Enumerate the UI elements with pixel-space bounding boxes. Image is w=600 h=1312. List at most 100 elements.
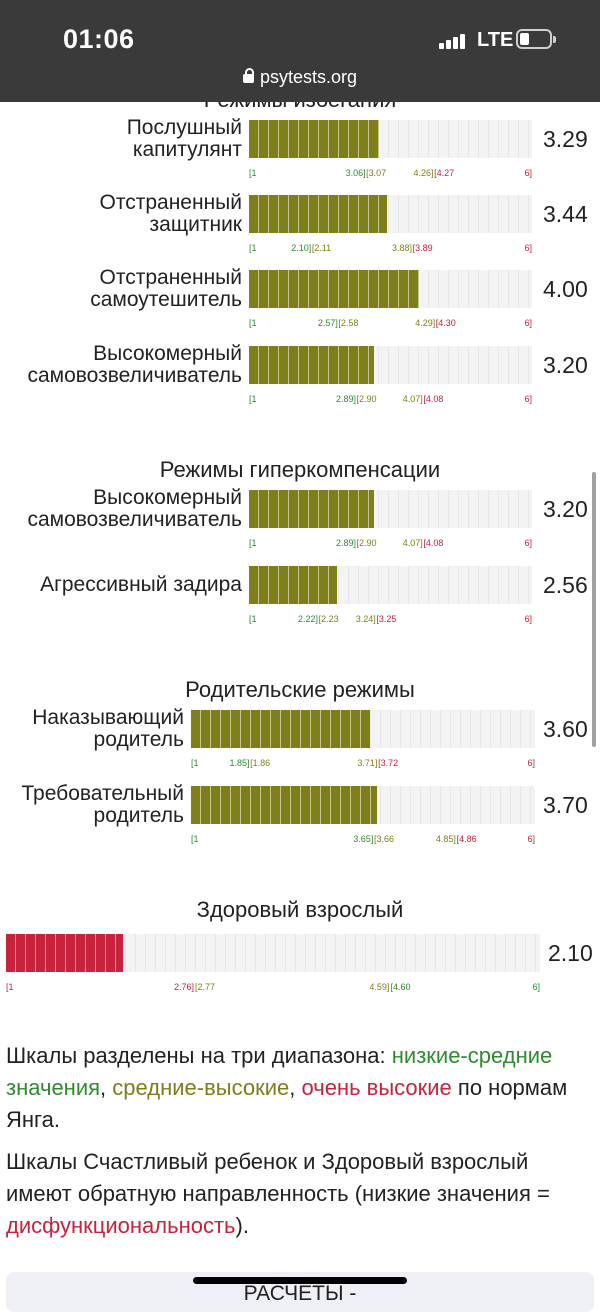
- tick-label: [3.07: [366, 168, 387, 178]
- scale-label: Высокомерный самовозвеличиватель: [0, 343, 242, 387]
- tick-label: 4.29]: [415, 318, 436, 328]
- section-title-overcompensation: Режимы гиперкомпенсации: [159, 457, 441, 482]
- scale-bar-fill: [249, 490, 374, 528]
- tick-label: 6]: [524, 168, 532, 178]
- scale-label-line: Послушный: [126, 116, 242, 139]
- scale-bar-fill: [249, 120, 379, 158]
- tick-label: [1: [249, 394, 257, 404]
- range-mid-text: средние-высокие: [112, 1075, 290, 1100]
- scale-label: Наказывающий родитель: [0, 707, 184, 751]
- scale-ticks: [1 2.22] [2.23 3.24] [3.25 6]: [249, 614, 532, 626]
- tick-label: 3.71]: [357, 758, 378, 768]
- scale-bar: [6, 934, 540, 972]
- scale-label: Агрессивный задира: [0, 574, 242, 596]
- scale-bar: [191, 786, 535, 824]
- tick-label: [2.77: [195, 982, 216, 992]
- tick-label: [1: [249, 538, 257, 548]
- scale-label-line: капитулянт: [132, 138, 242, 161]
- url-text: psytests.org: [259, 67, 358, 87]
- scale-label: Высокомерный самовозвеличиватель: [0, 487, 242, 531]
- scale-label: Отстраненный самоутешитель: [0, 267, 242, 311]
- tick-label: [1.86: [250, 758, 271, 768]
- tick-label: 2.57]: [317, 318, 338, 328]
- clock: 01:06: [63, 24, 135, 54]
- tick-label: [4.08: [423, 394, 444, 404]
- section-title-healthy-adult: Здоровый взрослый: [196, 897, 404, 922]
- scale-bar-fill: [249, 346, 374, 384]
- scale-label-line: родитель: [93, 804, 184, 827]
- scale-ticks: [1 2.10] [2.11 3.88] [3.89 6]: [249, 243, 532, 255]
- signal-icon: [439, 31, 469, 49]
- scale-bar: [249, 566, 532, 604]
- scale-ticks: [1 3.06] [3.07 4.26] [4.27 6]: [249, 168, 532, 180]
- scale-label-line: самовозвеличиватель: [27, 364, 242, 387]
- tick-label: [1: [191, 758, 199, 768]
- tick-label: [2.11: [311, 243, 332, 253]
- scale-ticks: [1 2.89] [2.90 4.07] [4.08 6]: [249, 394, 532, 406]
- tick-label: 1.85]: [229, 758, 250, 768]
- tick-label: [1: [191, 834, 199, 844]
- tick-label: [4.08: [423, 538, 444, 548]
- battery-tip: [553, 36, 556, 43]
- tick-label: 6]: [524, 394, 532, 404]
- tick-label: [1: [249, 614, 257, 624]
- dysfunction-text: дисфункциональность: [6, 1213, 236, 1238]
- tick-label: 6]: [524, 614, 532, 624]
- tick-label: [1: [249, 243, 257, 253]
- address-bar[interactable]: psytests.org: [0, 67, 600, 88]
- scale-ticks: [1 2.89] [2.90 4.07] [4.08 6]: [249, 538, 532, 550]
- scale-score: 3.29: [543, 126, 588, 152]
- scale-score: 3.44: [543, 201, 588, 227]
- tick-label: [4.60: [390, 982, 411, 992]
- scale-bar-fill: [191, 786, 377, 824]
- scale-label-line: защитник: [149, 213, 242, 236]
- scale-bar-fill: [191, 710, 370, 748]
- scale-label-line: Отстраненный: [99, 191, 243, 214]
- scale-bar: [249, 270, 532, 308]
- tick-label: [3.25: [376, 614, 397, 624]
- tick-label: [2.23: [318, 614, 339, 624]
- ranges-explanation: Шкалы разделены на три диапазона: низкие…: [6, 1043, 568, 1132]
- scale-bar: [249, 120, 532, 158]
- direction-explanation: Шкалы Счастливый ребенок и Здоровый взро…: [6, 1149, 550, 1238]
- tick-label: 4.26]: [413, 168, 434, 178]
- scale-label: Послушный капитулянт: [0, 117, 242, 161]
- tick-label: 6]: [527, 758, 535, 768]
- battery-icon: [516, 29, 552, 49]
- scale-ticks: [1 1.85] [1.86 3.71] [3.72 6]: [191, 758, 535, 770]
- scale-score: 2.10: [548, 940, 593, 966]
- range-low-text: низкие-средние значения: [6, 1043, 553, 1100]
- tick-label: 4.07]: [402, 538, 423, 548]
- scale-label-line: родитель: [93, 728, 184, 751]
- scale-label-line: самоутешитель: [90, 288, 242, 311]
- tick-label: 2.10]: [291, 243, 312, 253]
- scale-label-line: Агрессивный задира: [40, 573, 242, 596]
- tick-label: [4.86: [456, 834, 477, 844]
- scale-label-line: Высокомерный: [93, 342, 242, 365]
- tick-label: [1: [6, 982, 14, 992]
- scale-score: 3.70: [543, 792, 588, 818]
- scale-bar: [249, 195, 532, 233]
- tick-label: [2.58: [338, 318, 359, 328]
- tick-label: [4.27: [434, 168, 455, 178]
- tick-label: [1: [249, 318, 257, 328]
- scale-ticks: [1 2.57] [2.58 4.29] [4.30 6]: [249, 318, 532, 330]
- scale-label-line: Отстраненный: [99, 266, 243, 289]
- scale-label-line: Требовательный: [21, 782, 184, 805]
- tick-label: 4.59]: [369, 982, 390, 992]
- tick-label: 6]: [524, 243, 532, 253]
- scrollbar[interactable]: [592, 472, 596, 747]
- home-indicator[interactable]: [193, 1277, 407, 1284]
- tick-label: 3.88]: [391, 243, 413, 253]
- tick-label: 6]: [532, 982, 540, 992]
- tick-label: [4.30: [435, 318, 456, 328]
- scale-bar-fill: [249, 566, 338, 604]
- scale-bar-fill: [6, 934, 124, 972]
- tick-label: 4.07]: [402, 394, 423, 404]
- scale-label: Отстраненный защитник: [0, 191, 243, 236]
- tick-label: [3.66: [374, 834, 395, 844]
- scale-label-line: Наказывающий: [32, 706, 184, 729]
- scale-label-line: Высокомерный: [93, 486, 242, 509]
- tick-label: 2.22]: [298, 614, 319, 624]
- calculations-title: РАСЧЕТЫ -: [243, 1282, 357, 1305]
